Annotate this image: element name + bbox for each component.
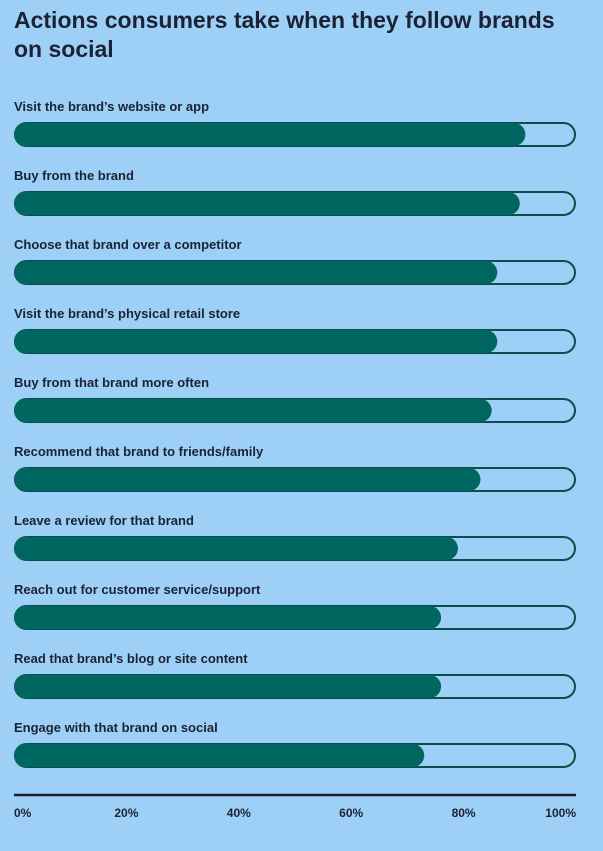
bar: [14, 261, 498, 284]
x-tick-label: 0%: [14, 806, 32, 820]
bar-label: Read that brand’s blog or site content: [14, 651, 248, 666]
bar: [14, 606, 442, 629]
bar-label: Visit the brand’s physical retail store: [14, 306, 240, 321]
bar: [14, 123, 526, 146]
bar: [14, 675, 442, 698]
bar: [14, 744, 425, 767]
bar-label: Visit the brand’s website or app: [14, 99, 209, 114]
bars-group: Visit the brand’s website or app Buy from…: [14, 99, 576, 768]
bar-label: Leave a review for that brand: [14, 513, 194, 528]
x-axis: 0% 20% 40% 60% 80% 100%: [14, 793, 576, 820]
bar: [14, 399, 492, 422]
bar: [14, 192, 520, 215]
bar-label: Reach out for customer service/support: [14, 582, 261, 597]
x-tick-label: 20%: [114, 806, 138, 820]
bar: [14, 330, 498, 353]
bar-label: Buy from that brand more often: [14, 375, 209, 390]
bar-label: Engage with that brand on social: [14, 720, 218, 735]
bar-label: Choose that brand over a competitor: [14, 237, 242, 252]
x-tick-label: 40%: [227, 806, 251, 820]
bar-label: Recommend that brand to friends/family: [14, 444, 264, 459]
chart-title: Actions consumers take when they follow …: [14, 7, 555, 62]
x-tick-label: 100%: [545, 806, 576, 820]
bar: [14, 537, 458, 560]
x-tick-label: 80%: [452, 806, 476, 820]
x-tick-label: 60%: [339, 806, 363, 820]
bar-label: Buy from the brand: [14, 168, 134, 183]
bar: [14, 468, 481, 491]
